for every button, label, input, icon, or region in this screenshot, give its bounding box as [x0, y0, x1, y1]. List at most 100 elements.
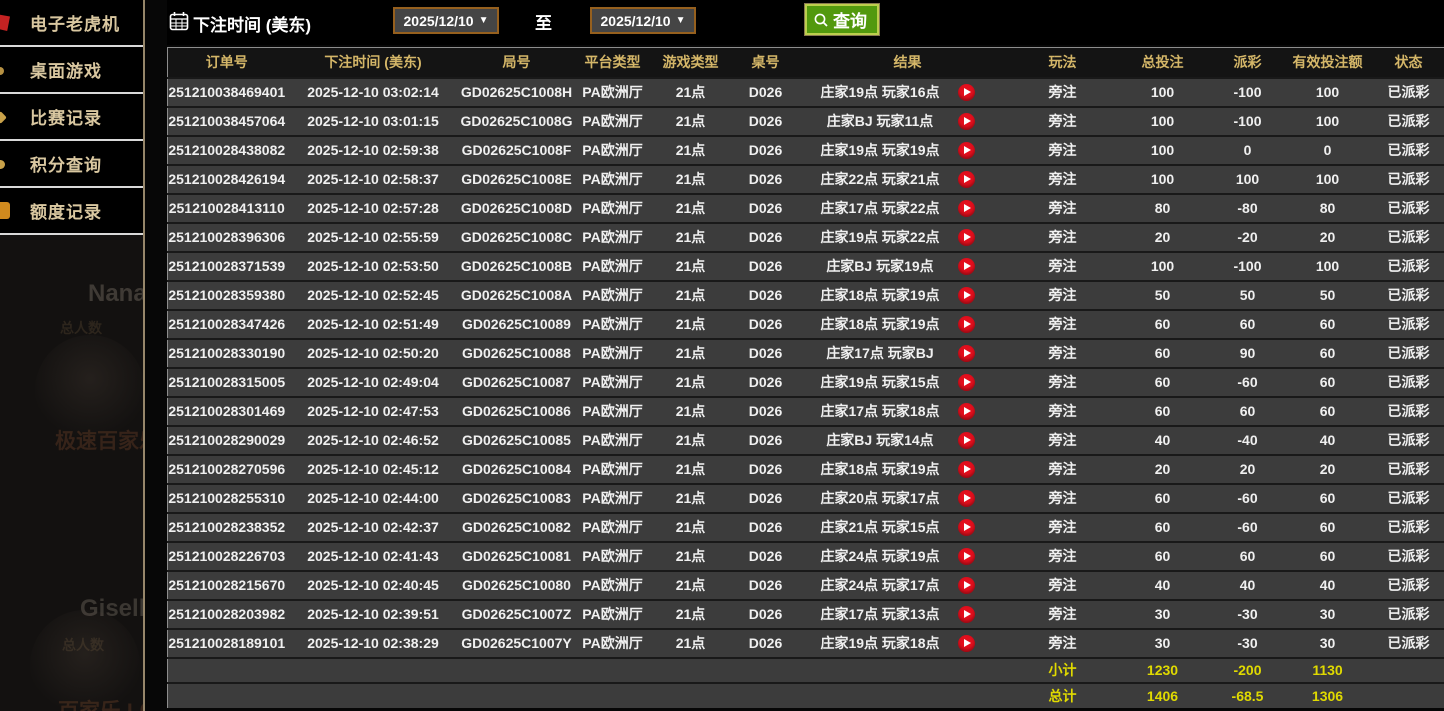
replay-video-icon[interactable] [957, 228, 975, 246]
cell-play-type: 旁注 [1012, 337, 1113, 368]
cell-game-type: 21点 [652, 453, 729, 484]
date-to-value: 2025/12/10 [600, 12, 671, 29]
lobby-thumbnail-label: Nana [88, 280, 145, 307]
column-header: 平台类型 [572, 47, 653, 78]
result-text: 庄家24点 玩家17点 [820, 577, 940, 593]
subtotal-row-total-bet: 1230 [1112, 656, 1213, 683]
cell-game-type: 21点 [652, 395, 729, 426]
cell-valid-bet: 0 [1282, 134, 1373, 165]
sidebar-item-2[interactable]: 桌面游戏 [0, 47, 143, 94]
column-header: 桌号 [728, 47, 803, 78]
replay-video-icon[interactable] [957, 286, 975, 304]
cell-result: 庄家21点 玩家15点 [802, 511, 1013, 542]
search-button[interactable]: 查询 [804, 3, 880, 36]
cell-result: 庄家19点 玩家16点 [802, 76, 1013, 107]
replay-video-icon[interactable] [957, 373, 975, 391]
cell-platform-type: PA欧洲厅 [572, 482, 653, 513]
cell-status: 已派彩 [1372, 308, 1444, 339]
replay-video-icon[interactable] [957, 460, 975, 478]
sidebar-item-3[interactable]: 比赛记录 [0, 94, 143, 141]
cell-status: 已派彩 [1372, 453, 1444, 484]
lobby-thumbnail-label: 极速百家乐 M [55, 430, 145, 453]
cell-order-number: 251210028330190 [167, 337, 286, 368]
cell-game-type: 21点 [652, 192, 729, 223]
table-row: 251210038469401 2025-12-10 03:02:14 GD0262… [167, 76, 1444, 107]
cell-total-bet: 60 [1112, 511, 1213, 542]
cell-total-bet: 60 [1112, 540, 1213, 571]
replay-video-icon[interactable] [957, 518, 975, 536]
cell-game-type: 21点 [652, 308, 729, 339]
cell-status: 已派彩 [1372, 221, 1444, 252]
cell-order-number: 251210028315005 [167, 366, 286, 397]
cell-table-number: D026 [728, 569, 803, 600]
cell-table-number: D026 [728, 598, 803, 629]
cell-status: 已派彩 [1372, 337, 1444, 368]
cell-result: 庄家19点 玩家15点 [802, 366, 1013, 397]
cell-total-bet: 60 [1112, 395, 1213, 426]
cell-status: 已派彩 [1372, 627, 1444, 658]
result-wrap: 庄家19点 玩家16点 [803, 82, 975, 102]
replay-video-icon[interactable] [957, 315, 975, 333]
result-wrap: 庄家17点 玩家22点 [803, 198, 975, 218]
cell-game-type: 21点 [652, 424, 729, 455]
replay-video-icon[interactable] [957, 83, 975, 101]
cell-game-type: 21点 [652, 366, 729, 397]
cell-valid-bet: 60 [1282, 337, 1373, 368]
replay-video-icon[interactable] [957, 576, 975, 594]
cell-play-type: 旁注 [1012, 105, 1113, 136]
replay-video-icon[interactable] [957, 344, 975, 362]
table-row: 251210028347426 2025-12-10 02:51:49 GD0262… [167, 308, 1444, 339]
cell-payout: 60 [1212, 395, 1283, 426]
cell-platform-type: PA欧洲厅 [572, 134, 653, 165]
dimmed-lobby-background: Nana总人数极速百家乐 MGiselle总人数百家乐 L02 [0, 240, 145, 711]
replay-video-icon[interactable] [957, 489, 975, 507]
cell-round-number: GD02625C10089 [460, 308, 573, 339]
replay-video-icon[interactable] [957, 402, 975, 420]
cell-platform-type: PA欧洲厅 [572, 424, 653, 455]
replay-video-icon[interactable] [957, 547, 975, 565]
replay-video-icon[interactable] [957, 605, 975, 623]
sidebar-item-label: 积分查询 [30, 156, 102, 175]
result-text: 庄家BJ 玩家19点 [826, 258, 934, 274]
sidebar-item-4[interactable]: 积分查询 [0, 141, 143, 188]
replay-video-icon[interactable] [957, 199, 975, 217]
cell-status: 已派彩 [1372, 279, 1444, 310]
search-button-label: 查询 [833, 12, 867, 31]
date-from-select[interactable]: 2025/12/10 ▼ [393, 7, 499, 34]
replay-video-icon[interactable] [957, 431, 975, 449]
table-row: 251210028203982 2025-12-10 02:39:51 GD0262… [167, 598, 1444, 629]
cell-play-type: 旁注 [1012, 366, 1113, 397]
replay-video-icon[interactable] [957, 634, 975, 652]
cell-play-type: 旁注 [1012, 192, 1113, 223]
cell-total-bet: 20 [1112, 221, 1213, 252]
cell-bet-time: 2025-12-10 02:40:45 [285, 569, 461, 600]
cell-total-bet: 50 [1112, 279, 1213, 310]
cell-result: 庄家19点 玩家19点 [802, 134, 1013, 165]
replay-video-icon[interactable] [957, 257, 975, 275]
cell-result: 庄家17点 玩家22点 [802, 192, 1013, 223]
cell-table-number: D026 [728, 76, 803, 107]
cell-result: 庄家17点 玩家13点 [802, 598, 1013, 629]
cell-order-number: 251210028290029 [167, 424, 286, 455]
cell-game-type: 21点 [652, 598, 729, 629]
cell-round-number: GD02625C10081 [460, 540, 573, 571]
lobby-thumbnail-label: 总人数 [60, 320, 102, 336]
cell-game-type: 21点 [652, 569, 729, 600]
cell-payout: 40 [1212, 569, 1283, 600]
sidebar-item-5[interactable]: 额度记录 [0, 188, 143, 235]
table-row: 251210028371539 2025-12-10 02:53:50 GD0262… [167, 250, 1444, 281]
cell-status: 已派彩 [1372, 163, 1444, 194]
cell-payout: -20 [1212, 221, 1283, 252]
replay-video-icon[interactable] [957, 170, 975, 188]
replay-video-icon[interactable] [957, 141, 975, 159]
sidebar-item-1[interactable]: 电子老虎机 [0, 0, 143, 47]
column-header: 下注时间 (美东) [285, 47, 461, 78]
cell-order-number: 251210028426194 [167, 163, 286, 194]
replay-video-icon[interactable] [957, 112, 975, 130]
table-row: 251210028215670 2025-12-10 02:40:45 GD0262… [167, 569, 1444, 600]
cell-status: 已派彩 [1372, 76, 1444, 107]
date-to-select[interactable]: 2025/12/10 ▼ [590, 7, 696, 34]
cell-valid-bet: 30 [1282, 627, 1373, 658]
cell-round-number: GD02625C10085 [460, 424, 573, 455]
cell-payout: -40 [1212, 424, 1283, 455]
